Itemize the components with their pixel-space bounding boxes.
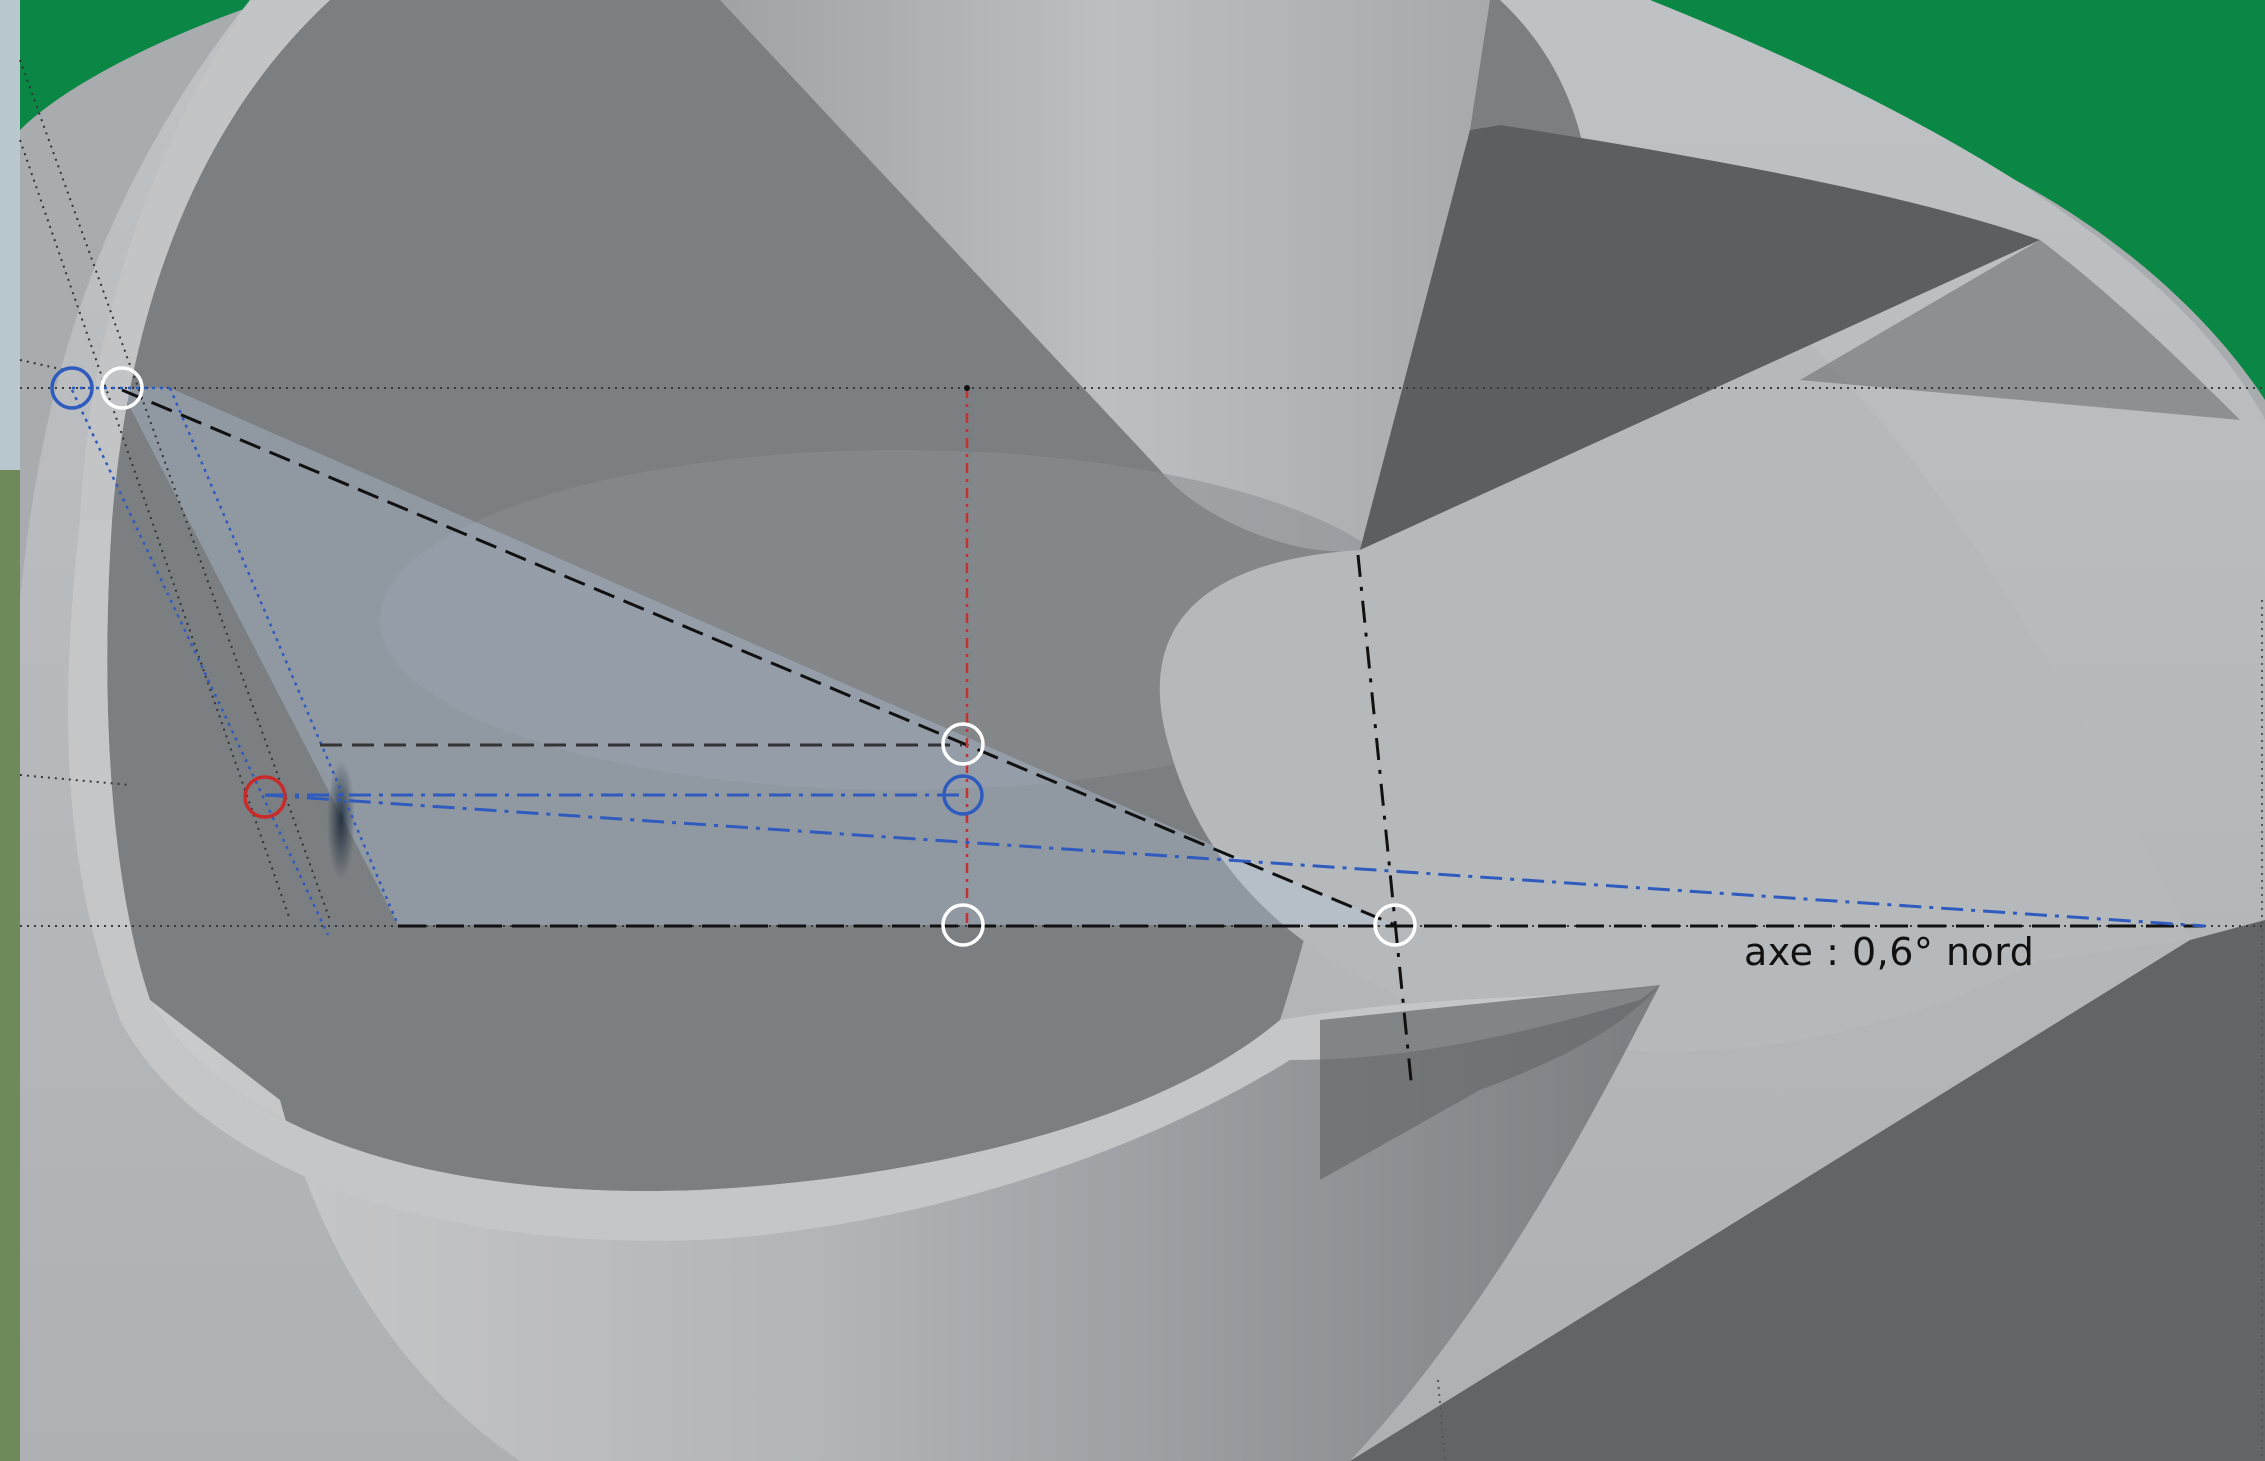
marker-blue-top-left bbox=[50, 366, 94, 410]
marker-white-right bbox=[1373, 903, 1417, 947]
marker-white-center-upper bbox=[941, 722, 985, 766]
axis-label: axe : 0,6° nord bbox=[1744, 930, 2035, 974]
front-wall bbox=[150, 985, 1660, 1461]
marker-white-top-left bbox=[100, 366, 144, 410]
central-pillar bbox=[720, 0, 1490, 552]
dark-wedge-mid bbox=[1800, 240, 2240, 420]
dark-wedge-lower bbox=[1350, 920, 2265, 1461]
marker-blue-center bbox=[942, 774, 984, 816]
guide-diagonal-3 bbox=[19, 359, 66, 371]
grass-top-left bbox=[20, 0, 270, 130]
guide-line-left bbox=[19, 774, 131, 786]
floor-ellipse bbox=[380, 450, 1420, 790]
marker-white-center-lower bbox=[941, 903, 985, 947]
wall-ledge bbox=[68, 520, 1661, 1241]
gnomon-shadow bbox=[327, 760, 355, 880]
dark-wedge-upper bbox=[1360, 125, 2040, 550]
grass-top-right bbox=[1650, 0, 2265, 400]
left-rim bbox=[80, 0, 330, 520]
marker-red-left bbox=[243, 775, 287, 819]
blue-dashdot-long bbox=[264, 793, 2206, 928]
blue-dotted-2 bbox=[168, 387, 400, 926]
black-dashed-vertical-right bbox=[1356, 554, 1414, 1091]
black-dashed-diagonal bbox=[121, 388, 1396, 927]
photo-strip-sky bbox=[0, 0, 20, 470]
red-vertical-top-point bbox=[964, 385, 970, 391]
